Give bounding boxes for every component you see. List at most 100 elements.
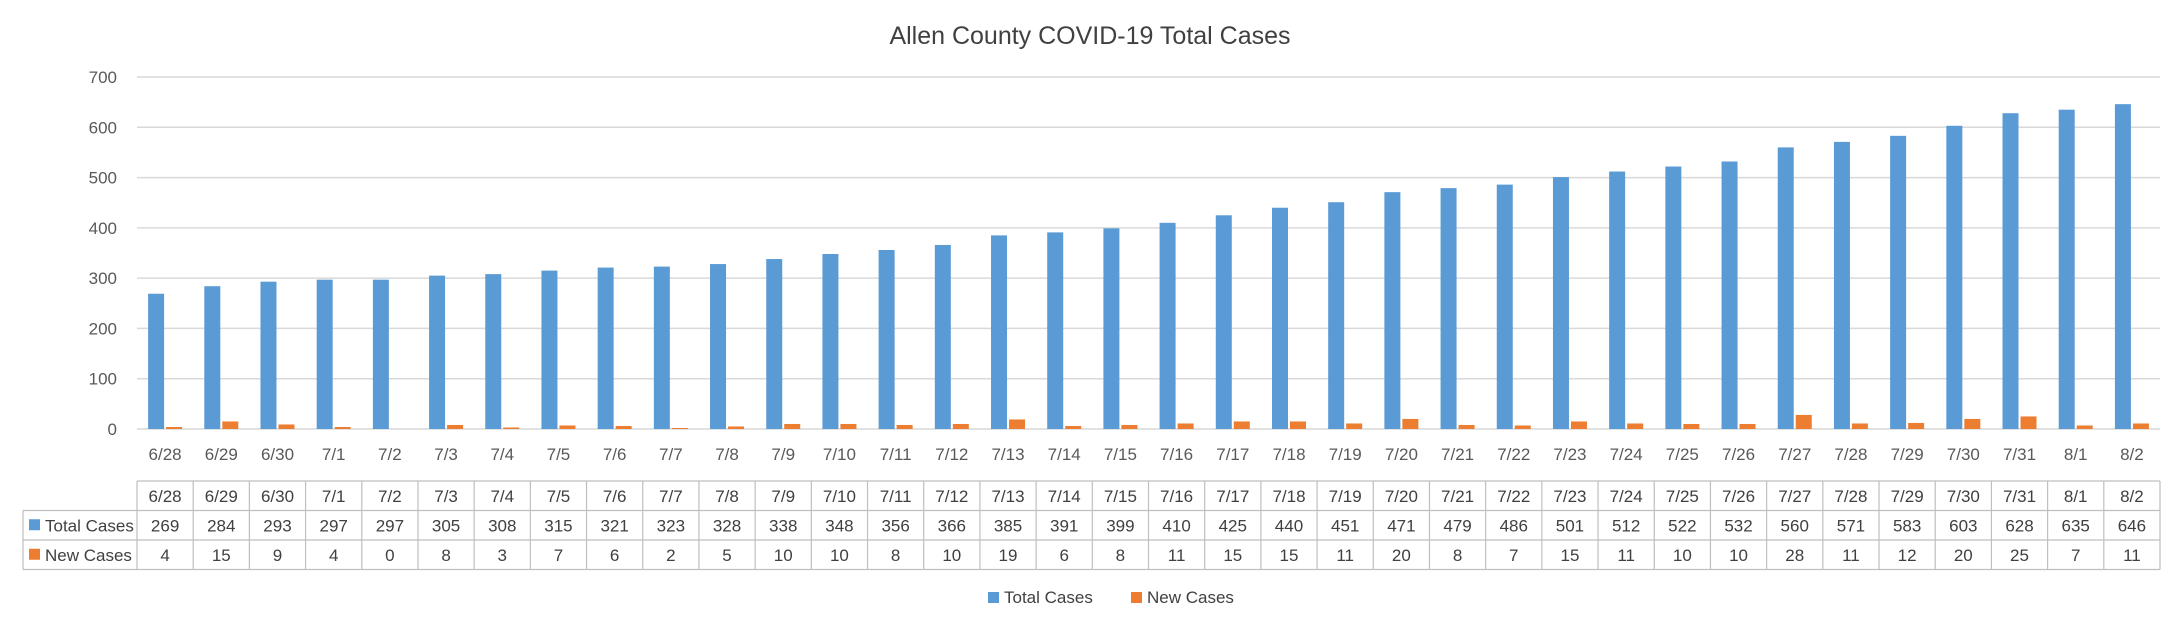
bar-total-cases bbox=[2058, 109, 2075, 429]
x-tick-label: 7/20 bbox=[1385, 445, 1418, 464]
table-cell: 338 bbox=[769, 516, 797, 535]
table-cell: 0 bbox=[385, 546, 394, 565]
legend-label: Total Cases bbox=[1004, 588, 1093, 607]
table-cell: 20 bbox=[1954, 546, 1973, 565]
bar-total-cases bbox=[710, 264, 727, 429]
x-tick-label: 7/19 bbox=[1329, 445, 1362, 464]
table-cell: 571 bbox=[1837, 516, 1865, 535]
bar-total-cases bbox=[1103, 228, 1120, 429]
bar-total-cases bbox=[541, 270, 558, 429]
bar-total-cases bbox=[2002, 113, 2019, 429]
table-cell: 399 bbox=[1106, 516, 1134, 535]
bar-new-cases bbox=[1795, 414, 1812, 429]
data-table: 6/28 6/29 6/30 7/1 7/2 7/3 7/4 7/5 7/6 7/7 7/8 7/9 7… bbox=[22, 480, 2161, 571]
table-header-cell: 7/26 bbox=[1722, 487, 1755, 506]
x-tick-label: 7/28 bbox=[1834, 445, 1867, 464]
bar-new-cases bbox=[952, 423, 969, 429]
bar-new-cases bbox=[222, 421, 239, 429]
table-cell: 8 bbox=[1453, 546, 1462, 565]
table-header-cell: 7/15 bbox=[1104, 487, 1137, 506]
bar-new-cases bbox=[1570, 421, 1587, 429]
bar-new-cases bbox=[896, 424, 913, 429]
table-cell: 425 bbox=[1219, 516, 1247, 535]
table-cell: 293 bbox=[263, 516, 291, 535]
bar-new-cases bbox=[503, 427, 520, 429]
table-header-cell: 6/30 bbox=[261, 487, 294, 506]
bar-total-cases bbox=[766, 259, 783, 429]
table-cell: 10 bbox=[774, 546, 793, 565]
table-cell: 512 bbox=[1612, 516, 1640, 535]
x-tick-label: 6/30 bbox=[261, 445, 294, 464]
table-cell: 315 bbox=[544, 516, 572, 535]
bar-new-cases bbox=[1065, 425, 1082, 429]
bar-new-cases bbox=[1739, 423, 1756, 429]
bar-new-cases bbox=[671, 427, 688, 429]
bar-new-cases bbox=[1627, 423, 1644, 429]
table-cell: 11 bbox=[1168, 546, 1186, 565]
x-tick-label: 7/2 bbox=[378, 445, 402, 464]
table-header-cell: 7/30 bbox=[1947, 487, 1980, 506]
table-header-cell: 7/6 bbox=[603, 487, 627, 506]
bar-new-cases bbox=[840, 423, 857, 429]
table-legend-key bbox=[29, 519, 40, 531]
table-header-cell: 7/24 bbox=[1610, 487, 1643, 506]
table-cell: 646 bbox=[2118, 516, 2146, 535]
table-header-cell: 7/4 bbox=[490, 487, 514, 506]
table-header-cell: 7/28 bbox=[1834, 487, 1867, 506]
y-tick-label: 300 bbox=[89, 269, 117, 288]
x-tick-label: 7/15 bbox=[1104, 445, 1137, 464]
x-tick-label: 7/4 bbox=[490, 445, 514, 464]
x-tick-label: 7/11 bbox=[880, 445, 912, 464]
bar-new-cases bbox=[1908, 422, 1925, 429]
table-cell: 7 bbox=[1509, 546, 1518, 565]
legend-swatch bbox=[1131, 592, 1142, 603]
x-tick-label: 6/29 bbox=[205, 445, 238, 464]
table-cell: 297 bbox=[376, 516, 404, 535]
table-cell: 356 bbox=[881, 516, 909, 535]
table-cell: 628 bbox=[2005, 516, 2033, 535]
bar-total-cases bbox=[260, 281, 277, 429]
y-tick-label: 500 bbox=[89, 169, 117, 188]
table-header-cell: 7/20 bbox=[1385, 487, 1418, 506]
table-cell: 11 bbox=[1842, 546, 1860, 565]
table-cell: 8 bbox=[1116, 546, 1125, 565]
bar-total-cases bbox=[934, 244, 951, 429]
table-header-cell: 7/13 bbox=[991, 487, 1024, 506]
bar-total-cases bbox=[822, 254, 839, 429]
table-header-cell: 7/31 bbox=[2003, 487, 2036, 506]
y-tick-label: 700 bbox=[89, 68, 117, 87]
bar-new-cases bbox=[1402, 418, 1419, 429]
x-tick-label: 7/12 bbox=[935, 445, 968, 464]
table-cell: 269 bbox=[151, 516, 179, 535]
table-cell: 471 bbox=[1387, 516, 1415, 535]
bar-new-cases bbox=[1289, 421, 1306, 429]
table-header-cell: 7/8 bbox=[715, 487, 739, 506]
table-cell: 15 bbox=[1560, 546, 1579, 565]
x-tick-label: 7/7 bbox=[659, 445, 683, 464]
bar-new-cases bbox=[1458, 424, 1475, 429]
y-tick-label: 100 bbox=[89, 370, 117, 389]
bar-total-cases bbox=[1047, 232, 1064, 429]
bar-total-cases bbox=[429, 275, 446, 429]
table-cell: 284 bbox=[207, 516, 235, 535]
table-header-cell: 6/29 bbox=[205, 487, 238, 506]
table-cell: 7 bbox=[2071, 546, 2080, 565]
bar-total-cases bbox=[991, 235, 1008, 429]
table-header-cell: 7/2 bbox=[378, 487, 402, 506]
x-tick-label: 6/28 bbox=[149, 445, 182, 464]
table-cell: 9 bbox=[273, 546, 282, 565]
table-header-cell: 7/16 bbox=[1160, 487, 1193, 506]
table-cell: 440 bbox=[1275, 516, 1303, 535]
table-header-cell: 7/3 bbox=[434, 487, 458, 506]
table-cell: 560 bbox=[1781, 516, 1809, 535]
x-tick-label: 8/2 bbox=[2120, 445, 2144, 464]
table-cell: 323 bbox=[657, 516, 685, 535]
bar-new-cases bbox=[728, 426, 745, 429]
table-cell: 5 bbox=[722, 546, 731, 565]
x-tick-label: 8/1 bbox=[2064, 445, 2088, 464]
table-header-cell: 7/10 bbox=[823, 487, 856, 506]
table-cell: 451 bbox=[1331, 516, 1359, 535]
x-tick-label: 7/30 bbox=[1947, 445, 1980, 464]
table-header-cell: 7/27 bbox=[1778, 487, 1811, 506]
